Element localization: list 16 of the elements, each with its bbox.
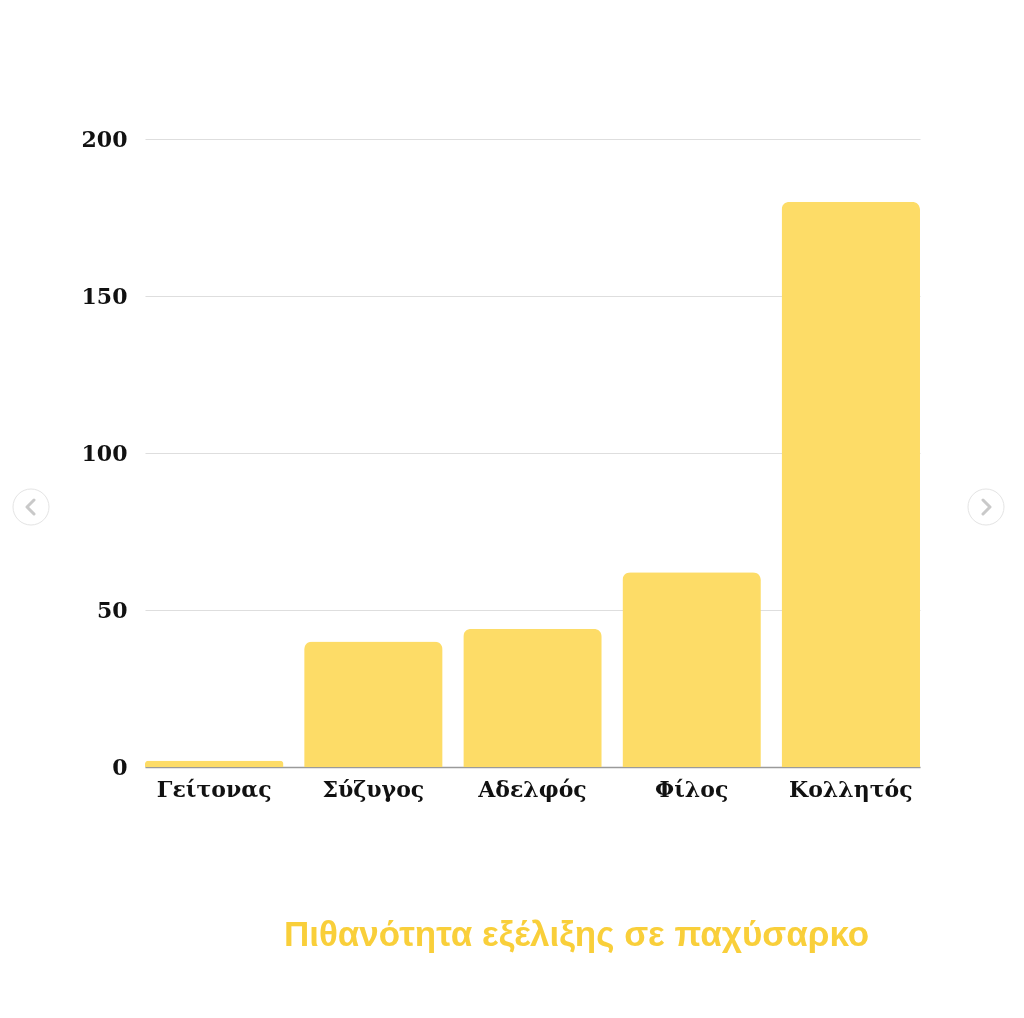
x-tick-label: Κολλητός: [789, 775, 913, 802]
bar: [304, 641, 443, 767]
bar: [781, 201, 920, 767]
x-tick-label: Γείτονας: [156, 775, 272, 802]
text: Πιθανότητα εξέλιξης σε παχύσαρκο: [283, 914, 870, 953]
x-tick-label: Σύζυγος: [322, 775, 425, 802]
x-tick-label: Αδελφός: [477, 775, 587, 802]
y-tick-label: 0: [112, 753, 128, 780]
bar: [145, 760, 284, 767]
y-tick-label: 50: [96, 596, 128, 623]
bar: [463, 628, 602, 767]
x-tick-label: Φίλος: [654, 775, 729, 802]
y-tick-label: 200: [81, 125, 128, 152]
y-tick-label: 100: [81, 439, 128, 466]
y-tick-label: 150: [81, 282, 128, 309]
bar: [622, 572, 761, 767]
